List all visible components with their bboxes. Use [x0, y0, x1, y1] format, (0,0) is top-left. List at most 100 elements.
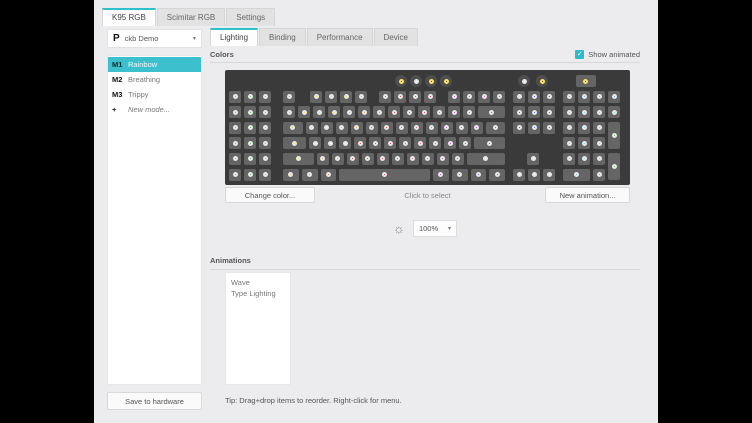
g15-key[interactable] [259, 152, 271, 165]
g8-key[interactable] [244, 121, 256, 134]
numpad-dot-key[interactable] [593, 168, 605, 181]
quote-key[interactable] [459, 137, 472, 150]
mode-item-rainbow[interactable]: M1 Rainbow [108, 57, 201, 72]
brightness-key[interactable] [518, 75, 530, 87]
grave-key[interactable] [283, 106, 295, 119]
capslock-key[interactable] [283, 137, 307, 150]
media-prev-key[interactable] [578, 90, 590, 103]
menu-key[interactable] [470, 168, 487, 181]
show-animated-toggle[interactable]: ✓ Show animated [575, 49, 640, 59]
rwin-key[interactable] [451, 168, 468, 181]
tab-binding[interactable]: Binding [259, 28, 306, 46]
rbracket-key[interactable] [470, 121, 483, 134]
device-tab-settings[interactable]: Settings [226, 8, 276, 26]
device-tab-scimitar-rgb[interactable]: Scimitar RGB [156, 8, 226, 26]
i-key[interactable] [410, 121, 423, 134]
g-key[interactable] [369, 137, 382, 150]
f12-key[interactable] [493, 90, 505, 103]
f10-key[interactable] [463, 90, 475, 103]
mr-key[interactable] [395, 75, 407, 87]
numpad-7-key[interactable] [563, 121, 575, 134]
8-key[interactable] [403, 106, 415, 119]
f5-key[interactable] [379, 90, 391, 103]
d-key[interactable] [339, 137, 352, 150]
w-key[interactable] [320, 121, 333, 134]
scrolllock-key[interactable] [528, 90, 540, 103]
g13-key[interactable] [229, 152, 241, 165]
numpad-minus-key[interactable] [608, 106, 620, 119]
animation-item-type-lighting[interactable]: Type Lighting [231, 289, 276, 298]
animation-item-wave[interactable]: Wave [231, 278, 250, 287]
c-key[interactable] [346, 152, 359, 165]
v-key[interactable] [361, 152, 374, 165]
keyboard-panel[interactable] [225, 70, 630, 185]
4-key[interactable] [343, 106, 355, 119]
arrow-up-key[interactable] [527, 152, 539, 165]
l-key[interactable] [429, 137, 442, 150]
numpad-enter-key[interactable] [608, 152, 620, 180]
numpad-1-key[interactable] [563, 152, 575, 165]
comma-key[interactable] [421, 152, 434, 165]
device-tab-k95-rgb[interactable]: K95 RGB [102, 8, 156, 26]
space-key[interactable] [339, 168, 430, 181]
g10-key[interactable] [229, 137, 241, 150]
f11-key[interactable] [478, 90, 490, 103]
end-key[interactable] [528, 121, 540, 134]
g11-key[interactable] [244, 137, 256, 150]
backspace-key[interactable] [478, 106, 505, 119]
media-play-key[interactable] [593, 90, 605, 103]
backslash-key[interactable] [485, 121, 505, 134]
brightness-dropdown[interactable]: 100% ▾ [412, 219, 457, 237]
mode-item-trippy[interactable]: M3 Trippy [108, 87, 201, 102]
numpad-plus-key[interactable] [608, 121, 620, 149]
lwin-key[interactable] [301, 168, 318, 181]
numpad-9-key[interactable] [593, 121, 605, 134]
arrow-left-key[interactable] [513, 168, 525, 181]
slash-key[interactable] [451, 152, 464, 165]
k-key[interactable] [414, 137, 427, 150]
save-to-hardware-button[interactable]: Save to hardware [107, 392, 202, 410]
numpad-2-key[interactable] [578, 152, 590, 165]
insert-key[interactable] [513, 106, 525, 119]
f-key[interactable] [354, 137, 367, 150]
q-key[interactable] [305, 121, 318, 134]
b-key[interactable] [376, 152, 389, 165]
delete-key[interactable] [513, 121, 525, 134]
tab-performance[interactable]: Performance [306, 28, 373, 46]
f4-key[interactable] [355, 90, 367, 103]
g1-key[interactable] [229, 90, 241, 103]
u-key[interactable] [395, 121, 408, 134]
profile-selector[interactable]: P ckb Demo ▾ [107, 29, 202, 48]
g5-key[interactable] [244, 106, 256, 119]
numpad-6-key[interactable] [593, 137, 605, 150]
g9-key[interactable] [259, 121, 271, 134]
f8-key[interactable] [424, 90, 436, 103]
pause-key[interactable] [543, 90, 555, 103]
tab-device[interactable]: Device [373, 28, 418, 46]
printscreen-key[interactable] [513, 90, 525, 103]
9-key[interactable] [418, 106, 430, 119]
g14-key[interactable] [244, 152, 256, 165]
arrow-down-key[interactable] [528, 168, 540, 181]
y-key[interactable] [380, 121, 393, 134]
g4-key[interactable] [229, 106, 241, 119]
o-key[interactable] [425, 121, 438, 134]
m2-key[interactable] [425, 75, 437, 87]
f1-key[interactable] [310, 90, 322, 103]
esc-key[interactable] [283, 90, 295, 103]
j-key[interactable] [399, 137, 412, 150]
h-key[interactable] [384, 137, 397, 150]
change-color-button[interactable]: Change color... [225, 187, 315, 203]
numpad-0-key[interactable] [563, 168, 590, 181]
lalt-key[interactable] [320, 168, 337, 181]
mode-item-breathing[interactable]: M2 Breathing [108, 72, 201, 87]
g18-key[interactable] [259, 168, 271, 181]
f9-key[interactable] [448, 90, 460, 103]
m1-key[interactable] [410, 75, 422, 87]
z-key[interactable] [316, 152, 329, 165]
numpad-multiply-key[interactable] [593, 106, 605, 119]
g3-key[interactable] [259, 90, 271, 103]
t-key[interactable] [365, 121, 378, 134]
g17-key[interactable] [244, 168, 256, 181]
numpad-3-key[interactable] [593, 152, 605, 165]
